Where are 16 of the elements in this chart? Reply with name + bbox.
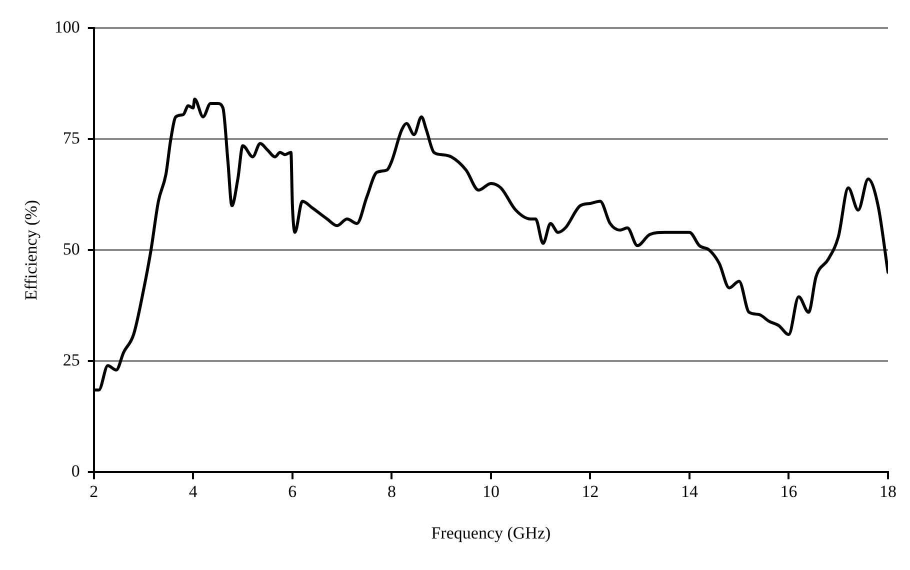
x-axis-title: Frequency (GHz) — [431, 523, 551, 542]
x-tick-label: 8 — [387, 482, 396, 501]
x-tick-label: 14 — [680, 482, 698, 501]
y-tick-label: 75 — [62, 128, 80, 148]
y-tick-label: 25 — [62, 350, 80, 370]
y-tick-label: 50 — [62, 240, 80, 259]
y-tick-label: 0 — [71, 462, 80, 481]
x-tick-label: 12 — [582, 482, 599, 501]
y-tick-label: 100 — [54, 17, 80, 36]
x-tick-label: 6 — [288, 482, 297, 501]
x-tick-label: 18 — [880, 482, 896, 501]
x-tick-label: 16 — [780, 482, 798, 501]
y-axis-title: Efficiency (%) — [22, 200, 41, 300]
x-tick-label: 10 — [482, 482, 500, 501]
x-tick-label: 4 — [188, 482, 198, 501]
x-tick-label: 2 — [90, 482, 98, 501]
